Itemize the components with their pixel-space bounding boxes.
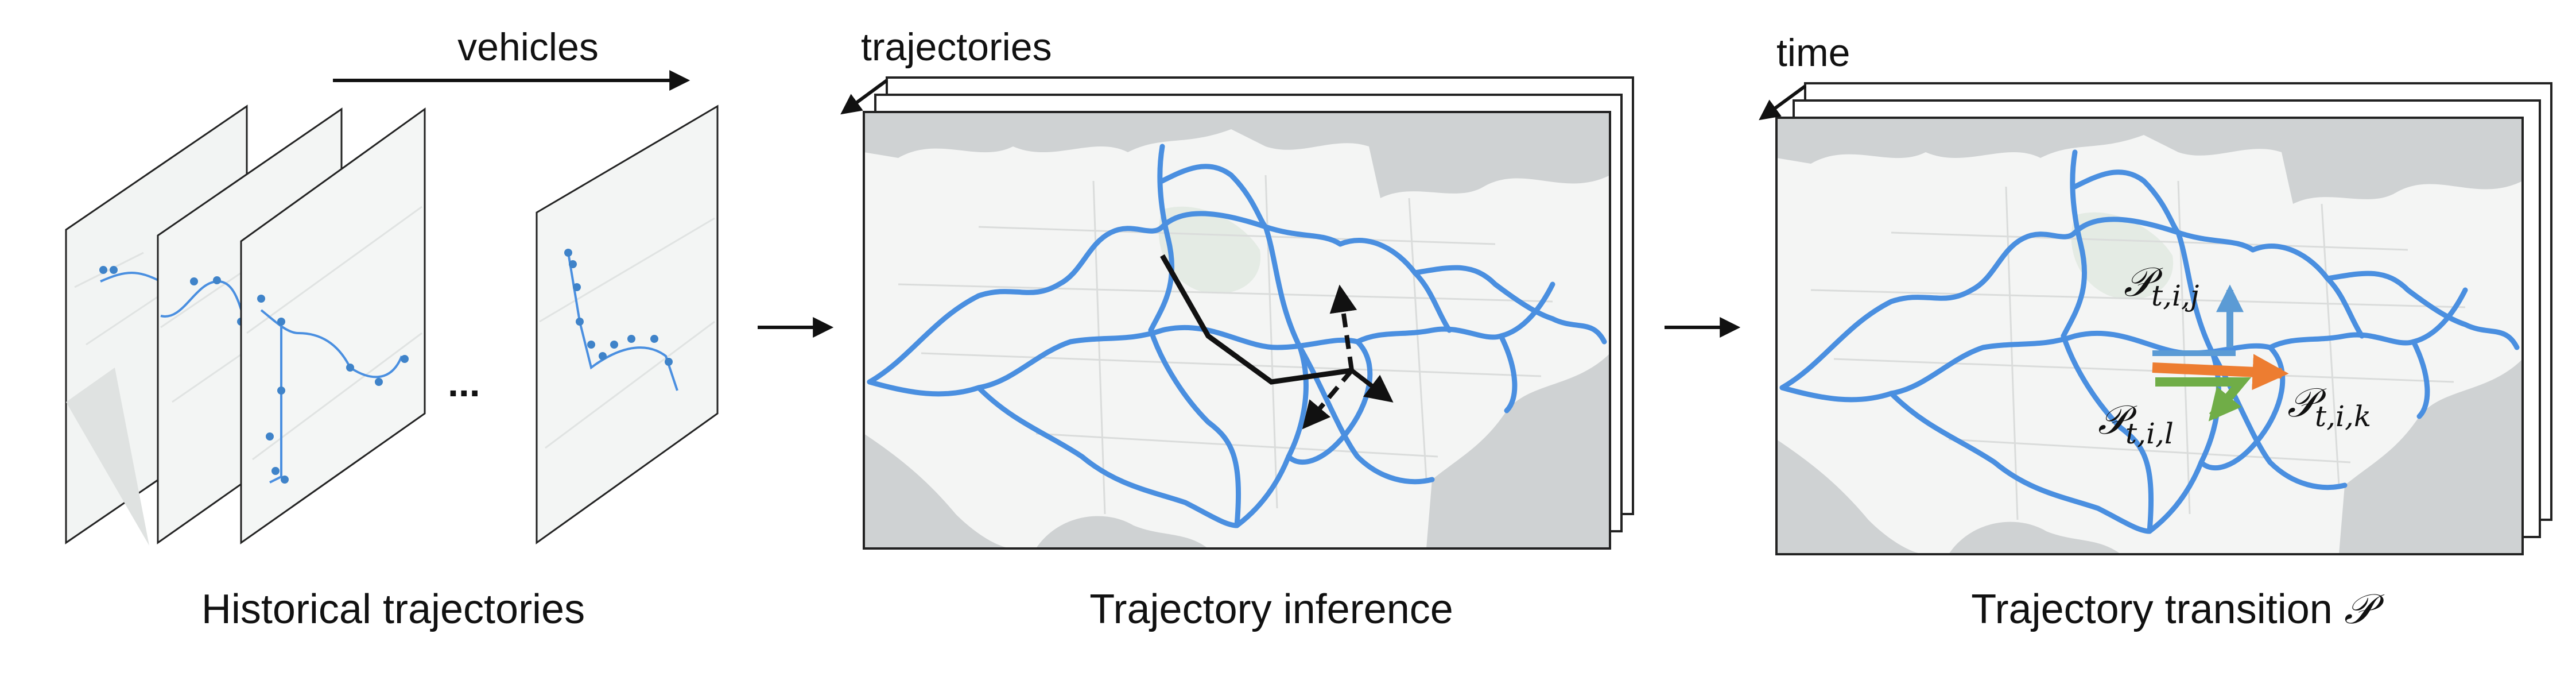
candidate-right-arrow [1350,368,1394,403]
inference-panel: trajectories Trajectory inference [840,25,1634,632]
ellipsis: ... [448,361,480,405]
label-p-tik: 𝒫 t,i,k [2287,379,2371,433]
trajectories-stack-arrow [840,79,888,115]
historical-panel: vehicles [65,25,719,632]
transition-caption-symbol: 𝒫 [2344,585,2385,633]
historical-caption: Historical trajectories [201,586,585,632]
inference-map [864,112,1610,548]
transition-panel: 𝒫 t,i,j 𝒫 t,i,k 𝒫 t,i,l time Trajectory … [1759,31,2552,633]
candidate-up-arrow [1329,284,1357,371]
time-stack-arrow [1759,84,1806,121]
transition-k-arrow [2152,354,2289,391]
trajectory-frame-3 [240,107,426,544]
trajectories-label: trajectories [861,25,1052,69]
svg-text:t,i,j: t,i,j [2151,279,2199,312]
time-label: time [1776,31,1850,75]
transition-caption-text: Trajectory transition [1971,586,2344,632]
transition-l-arrow [2155,377,2252,422]
trajectory-frame-n [536,105,719,544]
svg-text:t,i,k: t,i,k [2315,400,2371,433]
svg-text:t,i,l: t,i,l [2125,417,2174,450]
candidate-down-arrow [1302,369,1354,430]
observed-trajectory [1160,254,1352,385]
transition-map [1776,118,2523,554]
transition-caption: Trajectory transition 𝒫 [1971,585,2385,633]
vehicles-label: vehicles [457,25,599,69]
inference-caption: Trajectory inference [1089,586,1453,632]
